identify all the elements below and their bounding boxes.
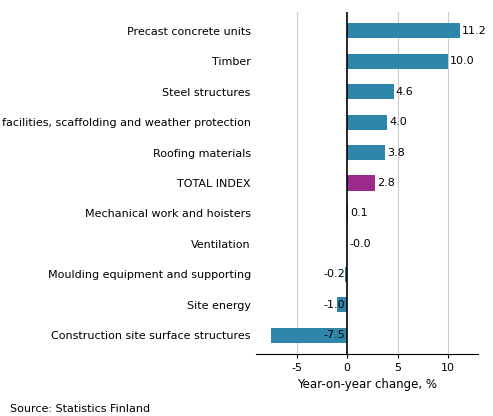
Bar [347, 23, 460, 38]
Text: 0.1: 0.1 [350, 208, 368, 218]
Text: 2.8: 2.8 [377, 178, 395, 188]
Text: Source: Statistics Finland: Source: Statistics Finland [10, 404, 150, 414]
Text: 4.0: 4.0 [389, 117, 407, 127]
Text: 4.6: 4.6 [395, 87, 413, 97]
Bar [347, 54, 448, 69]
Text: 10.0: 10.0 [450, 56, 475, 66]
Text: -1.0: -1.0 [323, 300, 345, 310]
Bar [347, 114, 387, 130]
Text: 3.8: 3.8 [387, 148, 405, 158]
Bar [347, 145, 386, 160]
Bar [347, 176, 375, 191]
Bar [345, 267, 347, 282]
Text: -7.5: -7.5 [323, 330, 345, 340]
Bar [272, 328, 347, 343]
X-axis label: Year-on-year change, %: Year-on-year change, % [297, 378, 437, 391]
Text: -0.0: -0.0 [349, 239, 371, 249]
Bar [347, 84, 393, 99]
Text: -0.2: -0.2 [323, 270, 345, 280]
Bar [347, 206, 348, 221]
Bar [337, 297, 347, 312]
Text: 11.2: 11.2 [462, 26, 487, 36]
